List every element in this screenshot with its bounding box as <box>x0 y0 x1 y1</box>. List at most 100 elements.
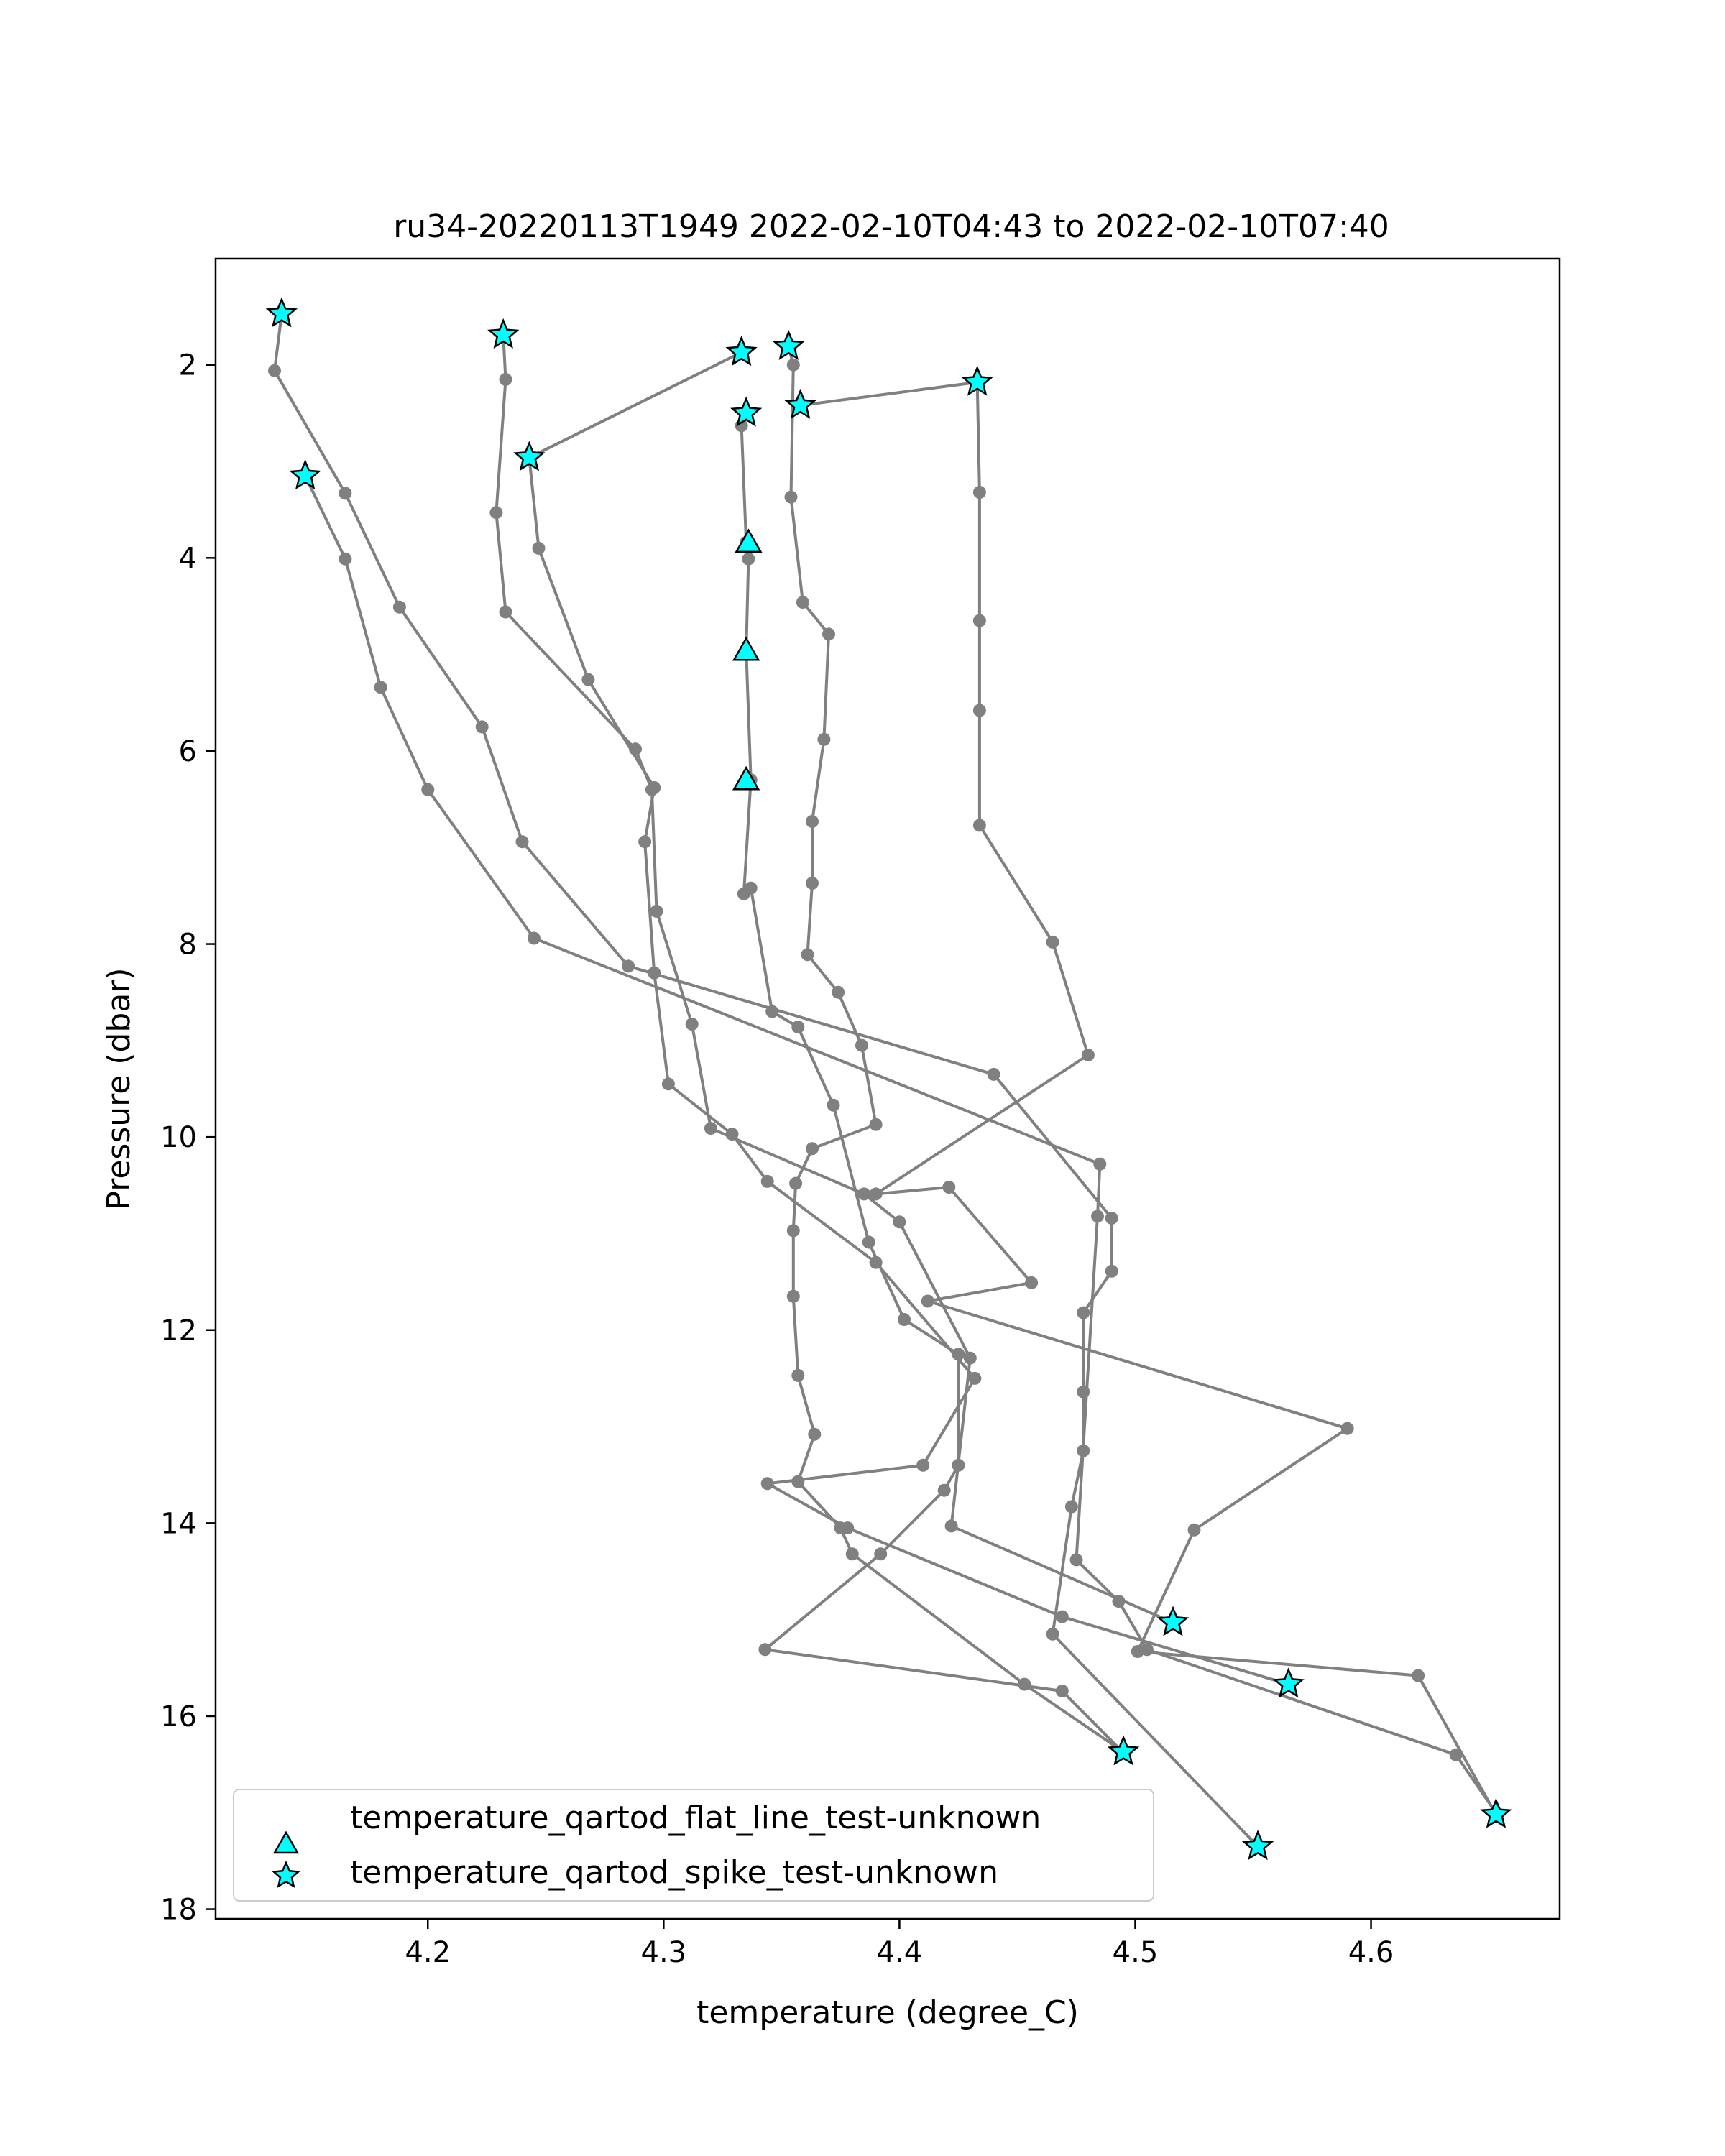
profile-point <box>893 1215 906 1229</box>
profile-line-5 <box>740 413 1125 1754</box>
x-tick-label: 4.3 <box>641 1936 687 1969</box>
y-tick-label: 14 <box>160 1507 197 1540</box>
profile-point <box>796 596 809 609</box>
y-tick-label: 10 <box>160 1121 197 1154</box>
profile-point <box>822 627 835 641</box>
profile-point <box>857 1187 871 1201</box>
profile-point <box>742 552 755 566</box>
profile-point <box>869 1187 883 1201</box>
legend-triangle-icon <box>272 1830 300 1854</box>
spike-flag-marker <box>265 297 298 328</box>
spike-flag-marker <box>773 329 805 361</box>
profile-point <box>622 959 635 973</box>
profile-point <box>817 732 831 746</box>
profile-point <box>499 372 512 386</box>
spike-flag-marker <box>1480 1797 1512 1828</box>
flat-line-flag-marker <box>732 765 760 791</box>
profile-point <box>760 1477 774 1491</box>
profile-point <box>1077 1306 1090 1319</box>
profile-point <box>374 681 387 694</box>
profile-point <box>532 541 546 555</box>
legend-label-spike: temperature_qartod_spike_test-unknown <box>350 1854 998 1891</box>
spike-flag-marker <box>1241 1830 1274 1861</box>
profile-point <box>1025 1276 1039 1289</box>
y-tick-label: 2 <box>179 349 197 382</box>
profile-point <box>972 614 986 627</box>
flat-line-flag-marker <box>732 636 760 661</box>
profile-point <box>827 1098 840 1112</box>
profile-point <box>1187 1523 1201 1537</box>
profile-point <box>806 876 819 890</box>
legend-label-flat-line: temperature_qartod_flat_line_test-unknow… <box>350 1800 1041 1836</box>
profile-point <box>1105 1264 1118 1278</box>
profile-point <box>855 1038 868 1052</box>
profile-line-7 <box>303 475 1498 1814</box>
profile-point <box>760 1174 774 1188</box>
profile-point <box>499 605 512 619</box>
profile-point <box>765 1005 779 1018</box>
profile-point <box>515 835 529 849</box>
profile-point <box>801 948 814 962</box>
profile-point <box>791 1368 805 1382</box>
x-tick-label: 4.4 <box>877 1936 923 1969</box>
profile-point <box>1112 1595 1126 1608</box>
y-tick-label: 8 <box>179 929 197 962</box>
profile-point <box>898 1313 911 1326</box>
profile-point <box>489 506 503 520</box>
plot-frame <box>214 257 1561 1920</box>
profile-point <box>968 1371 982 1385</box>
profile-point <box>685 1018 699 1031</box>
profile-point <box>758 1643 772 1657</box>
profile-point <box>952 1348 965 1361</box>
spike-flag-marker <box>1156 1606 1190 1636</box>
profile-point <box>1081 1049 1095 1061</box>
profile-point <box>791 1475 805 1488</box>
spike-flag-marker <box>289 459 321 490</box>
y-tick-label: 18 <box>160 1894 197 1927</box>
spike-flag-marker <box>961 365 993 396</box>
flat-line-flag-marker <box>735 528 763 553</box>
profile-point <box>1105 1212 1118 1225</box>
y-tick-label: 6 <box>179 735 197 768</box>
profile-point <box>832 985 845 999</box>
profile-point <box>874 1547 888 1561</box>
profile-point <box>942 1181 956 1194</box>
profile-point <box>725 1128 739 1141</box>
profile-point <box>972 819 986 832</box>
profile-point <box>845 1547 859 1561</box>
x-tick-label: 4.6 <box>1348 1936 1394 1969</box>
profile-line-2 <box>494 334 1174 1624</box>
profile-point <box>648 781 661 794</box>
chart-title: ru34-20220113T1949 2022-02-10T04:43 to 2… <box>393 208 1389 245</box>
spike-flag-marker <box>487 318 520 349</box>
profile-point <box>421 783 435 796</box>
profile-point <box>1412 1669 1425 1682</box>
legend-star-icon <box>271 1860 301 1888</box>
profile-point <box>791 1021 805 1033</box>
profile-point <box>786 1224 800 1238</box>
profile-point <box>581 673 595 686</box>
profile-point <box>392 600 406 614</box>
profile-point <box>339 487 352 500</box>
spike-flag-marker <box>1272 1667 1305 1698</box>
profile-point <box>744 881 758 895</box>
profile-point <box>1340 1422 1354 1435</box>
profile-point <box>1055 1610 1069 1623</box>
profile-point <box>661 1077 675 1091</box>
profile-point <box>638 835 652 849</box>
marker-layer <box>265 297 1512 1861</box>
x-tick-label: 4.2 <box>405 1936 451 1969</box>
profile-point <box>1070 1553 1083 1567</box>
profile-point <box>1046 935 1059 949</box>
y-tick-label: 4 <box>179 542 197 575</box>
y-tick-label: 12 <box>160 1314 197 1348</box>
y-tick-label: 16 <box>160 1700 197 1733</box>
profile-point <box>1055 1685 1069 1697</box>
profile-point <box>475 720 489 734</box>
profile-point <box>972 486 986 499</box>
profile-point <box>648 966 661 980</box>
profile-point <box>808 1427 822 1441</box>
profile-point <box>916 1458 930 1472</box>
profile-point <box>1449 1748 1463 1761</box>
profile-point <box>944 1519 958 1533</box>
